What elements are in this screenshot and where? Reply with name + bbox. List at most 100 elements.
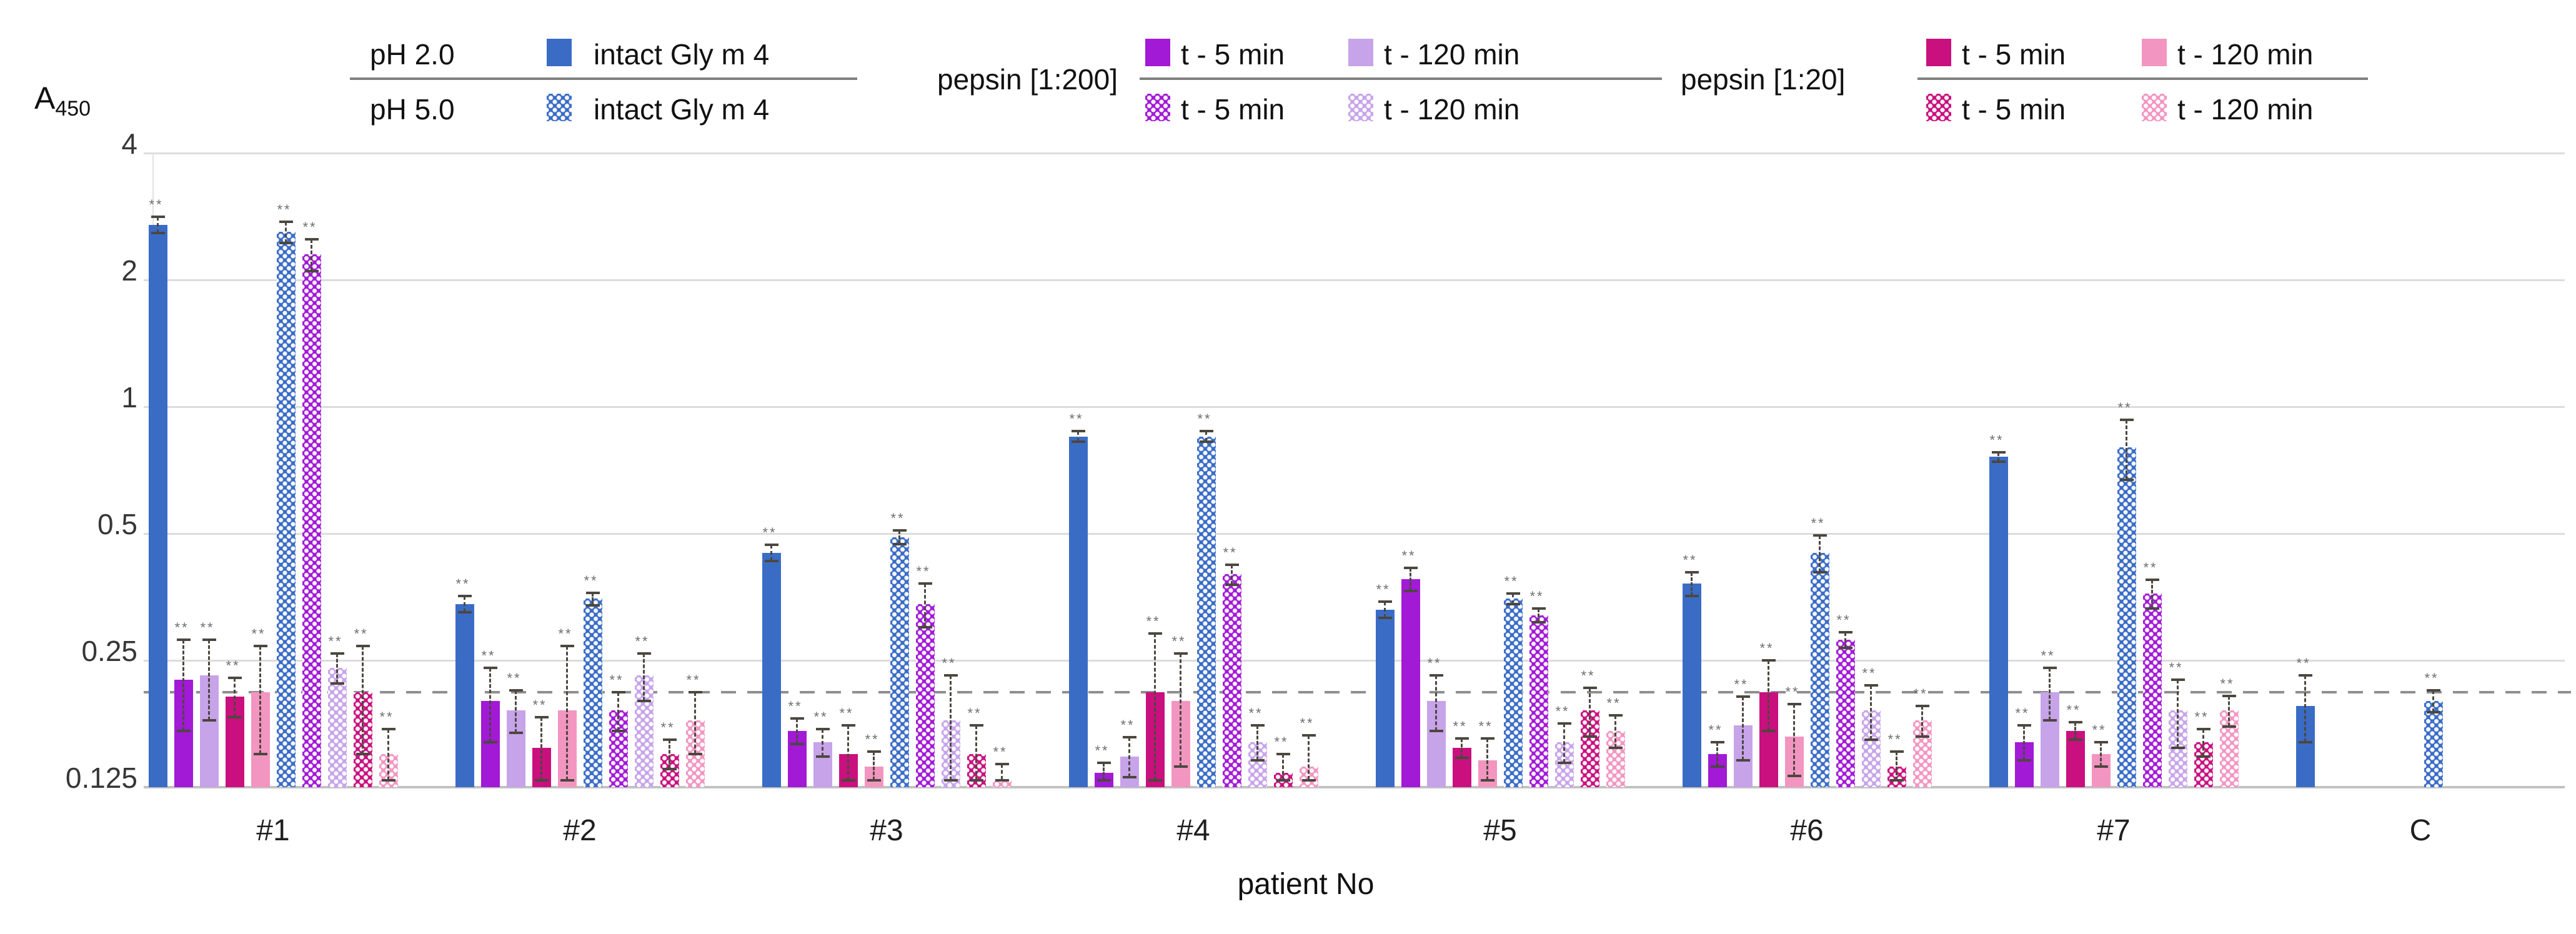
error-bar xyxy=(1154,633,1156,780)
bar-#3-s1 xyxy=(762,552,781,787)
error-bar-bottom-cap xyxy=(1199,440,1213,444)
error-bar xyxy=(898,530,900,544)
significance-mark: ** xyxy=(1248,705,1263,722)
error-bar-bottom-cap xyxy=(1225,583,1239,586)
significance-mark: ** xyxy=(942,655,957,672)
significance-mark: ** xyxy=(174,619,189,635)
error-bar-bottom-cap xyxy=(279,241,293,244)
error-bar-bottom-cap xyxy=(969,778,983,782)
error-bar-top-cap xyxy=(1710,740,1724,743)
bar-#1-s8 xyxy=(327,667,347,787)
error-bar-top-cap xyxy=(892,529,907,532)
significance-mark: ** xyxy=(584,572,599,589)
significance-mark: ** xyxy=(865,731,880,747)
significance-mark: ** xyxy=(839,705,854,722)
error-bar-top-cap xyxy=(534,716,549,719)
significance-mark: ** xyxy=(2092,722,2107,738)
bar-#3-s7 xyxy=(915,604,935,787)
significance-mark: ** xyxy=(1171,633,1186,649)
legend-ph2-label: pH 2.0 xyxy=(370,38,455,71)
error-bar xyxy=(1793,703,1795,776)
significance-mark: ** xyxy=(251,626,266,642)
error-bar-bottom-cap xyxy=(943,778,958,782)
error-bar-bottom-cap xyxy=(1991,460,2006,464)
significance-mark: ** xyxy=(1223,544,1238,560)
significance-mark: ** xyxy=(455,576,470,592)
error-bar-bottom-cap xyxy=(2196,755,2210,758)
error-bar-top-cap xyxy=(1225,563,1239,566)
bar-#7-s10 xyxy=(2219,710,2239,787)
significance-mark: ** xyxy=(354,626,369,642)
error-bar-top-cap xyxy=(279,220,293,223)
error-bar xyxy=(2228,695,2230,727)
error-bar-bottom-cap xyxy=(2298,740,2312,743)
error-bar-bottom-cap xyxy=(2171,747,2185,749)
legend-divider-2 xyxy=(1140,77,1662,80)
error-bar xyxy=(336,653,338,684)
bar-#1-s6 xyxy=(276,232,296,787)
error-bar-bottom-cap xyxy=(381,778,395,782)
error-bar xyxy=(1921,705,1923,737)
significance-mark: ** xyxy=(507,670,522,687)
significance-mark: ** xyxy=(1555,703,1570,720)
error-bar-bottom-cap xyxy=(1608,747,1623,749)
x-tick-#1: #1 xyxy=(256,814,290,847)
error-bar-bottom-cap xyxy=(585,604,600,607)
gridline-1 xyxy=(144,406,2565,408)
error-bar xyxy=(1461,738,1463,758)
error-bar-bottom-cap xyxy=(1787,774,1801,777)
error-bar-top-cap xyxy=(1684,570,1699,574)
error-bar xyxy=(2202,728,2204,757)
y-axis-title: A450 xyxy=(34,80,91,121)
error-bar-top-cap xyxy=(483,666,497,669)
error-bar-bottom-cap xyxy=(1557,761,1571,764)
error-bar xyxy=(1844,632,1846,648)
error-bar-bottom-cap xyxy=(790,743,804,746)
significance-mark: ** xyxy=(1913,685,1928,702)
significance-mark: ** xyxy=(1759,640,1774,656)
error-bar xyxy=(2177,679,2179,748)
error-bar-bottom-cap xyxy=(1455,756,1469,759)
legend-intact-label-ph2: intact Gly m 4 xyxy=(594,38,770,71)
error-bar-bottom-cap xyxy=(356,752,370,755)
significance-mark: ** xyxy=(1300,715,1315,731)
significance-mark: ** xyxy=(890,510,905,527)
error-bar-bottom-cap xyxy=(1071,440,1085,444)
error-bar xyxy=(182,639,184,731)
error-bar-bottom-cap xyxy=(1531,620,1546,623)
error-bar-top-cap xyxy=(1301,733,1316,737)
error-bar-top-cap xyxy=(1608,714,1623,717)
error-bar xyxy=(950,675,952,780)
y-tick-0.25: 0.25 xyxy=(81,635,137,667)
legend-swatch-20-t120-ph2 xyxy=(2142,39,2167,66)
legend-swatch-200-t5-ph2 xyxy=(1145,39,1170,66)
error-bar-top-cap xyxy=(1122,736,1136,739)
bar-#6-s1 xyxy=(1682,584,1701,787)
error-bar-bottom-cap xyxy=(688,752,702,755)
error-bar xyxy=(2049,667,2051,721)
legend-20-t120-ph5: t - 120 min xyxy=(2177,93,2314,126)
error-bar-bottom-cap xyxy=(1276,778,1290,782)
error-bar xyxy=(1384,601,1386,619)
error-bar xyxy=(1103,762,1105,780)
significance-mark: ** xyxy=(2015,705,2030,722)
error-bar-bottom-cap xyxy=(1583,735,1597,738)
significance-mark: ** xyxy=(1197,411,1212,427)
error-bar-top-cap xyxy=(2119,419,2134,422)
error-bar-top-cap xyxy=(457,595,472,598)
error-bar-bottom-cap xyxy=(330,682,344,685)
error-bar-bottom-cap xyxy=(151,232,165,235)
error-bar-top-cap xyxy=(1173,652,1188,655)
error-bar xyxy=(1077,431,1079,442)
significance-mark: ** xyxy=(1146,613,1161,629)
legend-20-t5-ph5: t - 5 min xyxy=(1962,93,2066,126)
error-bar-top-cap xyxy=(1148,632,1162,635)
error-bar xyxy=(2151,580,2153,609)
significance-mark: ** xyxy=(1120,717,1135,733)
error-bar-top-cap xyxy=(2145,579,2159,582)
gridline-4 xyxy=(144,152,2565,154)
legend-swatch-20-t120-ph5 xyxy=(2142,94,2167,121)
error-bar-top-cap xyxy=(2017,724,2031,727)
error-bar xyxy=(1896,751,1897,780)
significance-mark: ** xyxy=(2169,659,2184,675)
